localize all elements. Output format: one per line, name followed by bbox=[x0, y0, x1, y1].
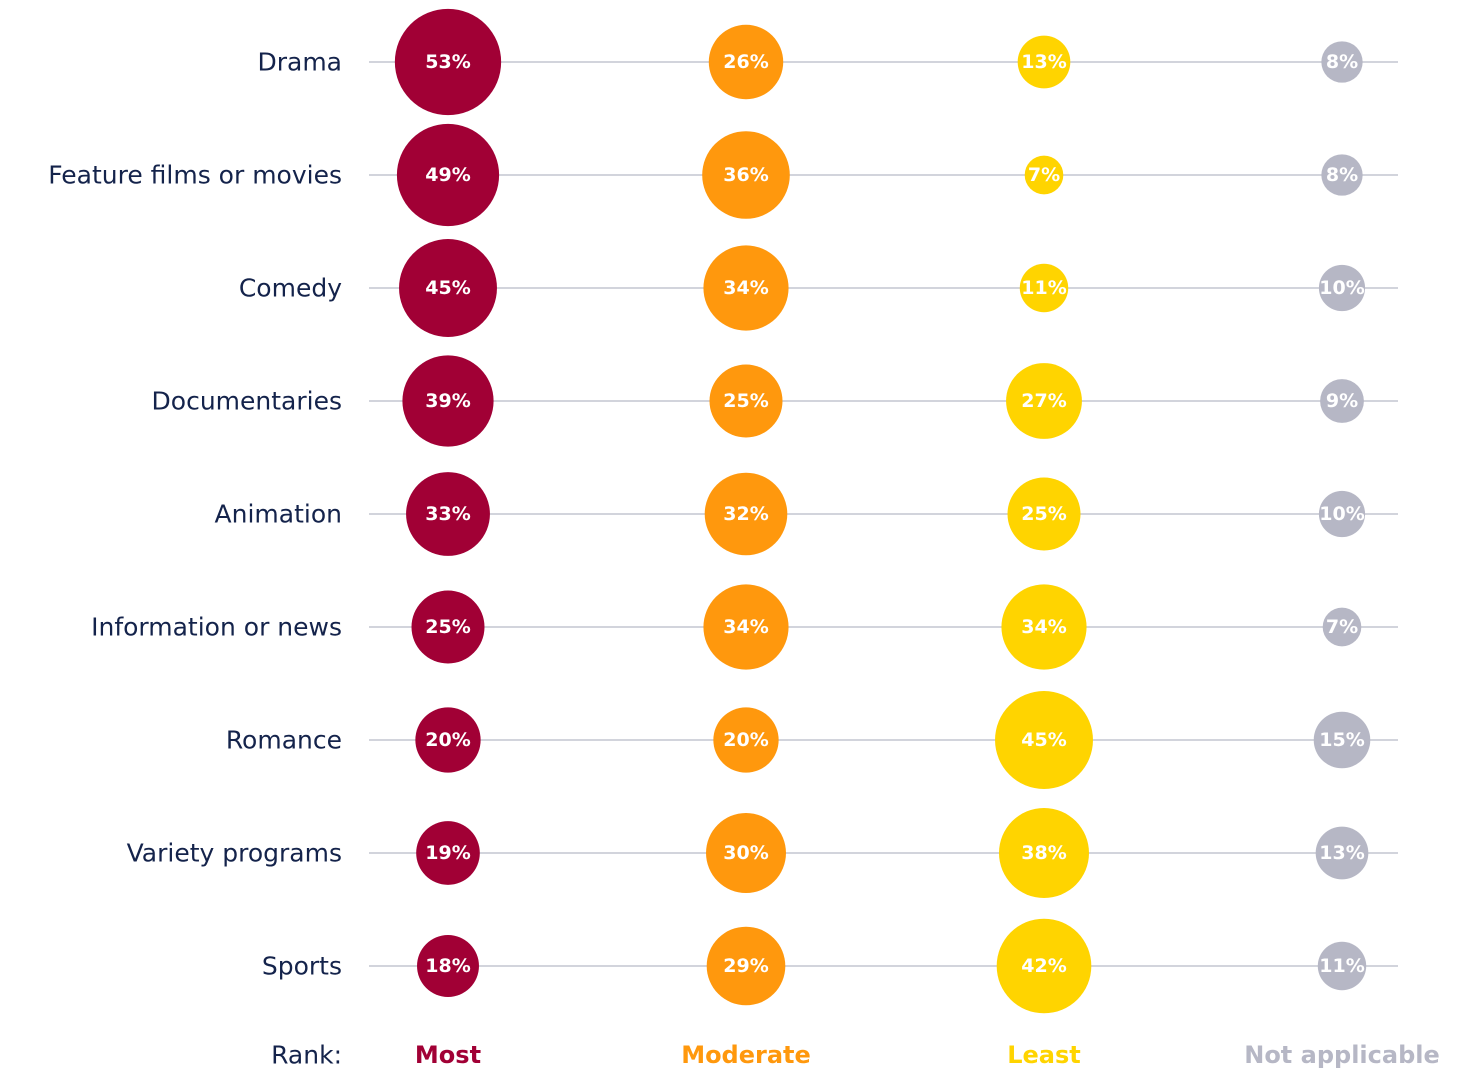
bubble bbox=[1318, 490, 1366, 538]
value-label: 7% bbox=[1326, 616, 1358, 638]
bubble bbox=[1317, 941, 1367, 991]
legend-entry: Least bbox=[1007, 1041, 1081, 1069]
value-label: 27% bbox=[1021, 390, 1066, 412]
bubble bbox=[416, 821, 480, 885]
value-label: 15% bbox=[1319, 729, 1364, 751]
bubble bbox=[702, 131, 790, 219]
bubble bbox=[703, 245, 789, 331]
value-label: 20% bbox=[723, 729, 768, 751]
bubble bbox=[402, 355, 494, 447]
bubble bbox=[394, 8, 502, 116]
category-label: Sports bbox=[262, 952, 342, 981]
bubble bbox=[1322, 607, 1362, 647]
category-label: Comedy bbox=[239, 274, 342, 303]
bubble bbox=[1007, 477, 1081, 551]
value-label: 34% bbox=[1021, 616, 1066, 638]
bubble bbox=[713, 707, 779, 773]
value-label: 26% bbox=[723, 51, 768, 73]
bubble bbox=[1313, 711, 1371, 769]
value-label: 25% bbox=[425, 616, 470, 638]
value-label: 10% bbox=[1319, 277, 1364, 299]
bubble bbox=[1006, 363, 1082, 439]
category-label: Documentaries bbox=[152, 387, 342, 416]
bubble bbox=[1318, 264, 1366, 312]
bubble bbox=[996, 918, 1092, 1014]
bubble bbox=[1019, 263, 1069, 313]
category-label: Animation bbox=[215, 500, 342, 529]
value-label: 13% bbox=[1319, 842, 1364, 864]
bubble bbox=[703, 584, 789, 670]
value-label: 45% bbox=[425, 277, 470, 299]
value-label: 25% bbox=[723, 390, 768, 412]
value-label: 39% bbox=[425, 390, 470, 412]
category-label: Feature films or movies bbox=[48, 161, 342, 190]
bubble bbox=[1001, 584, 1087, 670]
value-label: 45% bbox=[1021, 729, 1066, 751]
value-label: 9% bbox=[1326, 390, 1358, 412]
value-label: 13% bbox=[1021, 51, 1066, 73]
legend-entry: Most bbox=[415, 1041, 481, 1069]
value-label: 36% bbox=[723, 164, 768, 186]
value-label: 32% bbox=[723, 503, 768, 525]
value-label: 25% bbox=[1021, 503, 1066, 525]
category-label: Romance bbox=[226, 726, 342, 755]
value-label: 33% bbox=[425, 503, 470, 525]
category-label: Variety programs bbox=[127, 839, 342, 868]
value-label: 34% bbox=[723, 616, 768, 638]
bubble bbox=[1321, 41, 1363, 83]
value-label: 34% bbox=[723, 277, 768, 299]
bubble bbox=[399, 239, 497, 337]
value-label: 10% bbox=[1319, 503, 1364, 525]
bubble bbox=[708, 24, 784, 100]
bubble bbox=[1320, 379, 1364, 423]
value-label: 30% bbox=[723, 842, 768, 864]
value-label: 29% bbox=[723, 955, 768, 977]
bubble bbox=[417, 935, 479, 997]
value-label: 19% bbox=[425, 842, 470, 864]
bubble bbox=[1315, 826, 1369, 880]
bubble bbox=[411, 590, 485, 664]
bubble bbox=[706, 926, 786, 1006]
bubble bbox=[1321, 154, 1363, 196]
bubble bbox=[998, 807, 1090, 899]
value-label: 38% bbox=[1021, 842, 1066, 864]
value-label: 7% bbox=[1028, 164, 1060, 186]
bubble bbox=[396, 123, 500, 227]
value-label: 11% bbox=[1021, 277, 1066, 299]
value-label: 18% bbox=[425, 955, 470, 977]
value-label: 11% bbox=[1319, 955, 1364, 977]
legend-title: Rank: bbox=[271, 1041, 342, 1070]
value-label: 8% bbox=[1326, 164, 1358, 186]
value-label: 8% bbox=[1326, 51, 1358, 73]
bubble bbox=[1017, 35, 1071, 89]
value-label: 49% bbox=[425, 164, 470, 186]
legend-entry: Not applicable bbox=[1244, 1041, 1440, 1069]
bubble bbox=[406, 472, 490, 556]
value-label: 20% bbox=[425, 729, 470, 751]
bubble bbox=[706, 813, 786, 893]
category-label: Information or news bbox=[91, 613, 342, 642]
bubble bbox=[1024, 155, 1064, 195]
value-label: 42% bbox=[1021, 955, 1066, 977]
bubble bbox=[995, 691, 1093, 789]
bubble bbox=[704, 472, 788, 556]
bubble bbox=[415, 707, 481, 773]
category-label: Drama bbox=[257, 48, 342, 77]
value-label: 53% bbox=[425, 51, 470, 73]
legend-entry: Moderate bbox=[681, 1041, 811, 1069]
bubble bbox=[709, 364, 783, 438]
